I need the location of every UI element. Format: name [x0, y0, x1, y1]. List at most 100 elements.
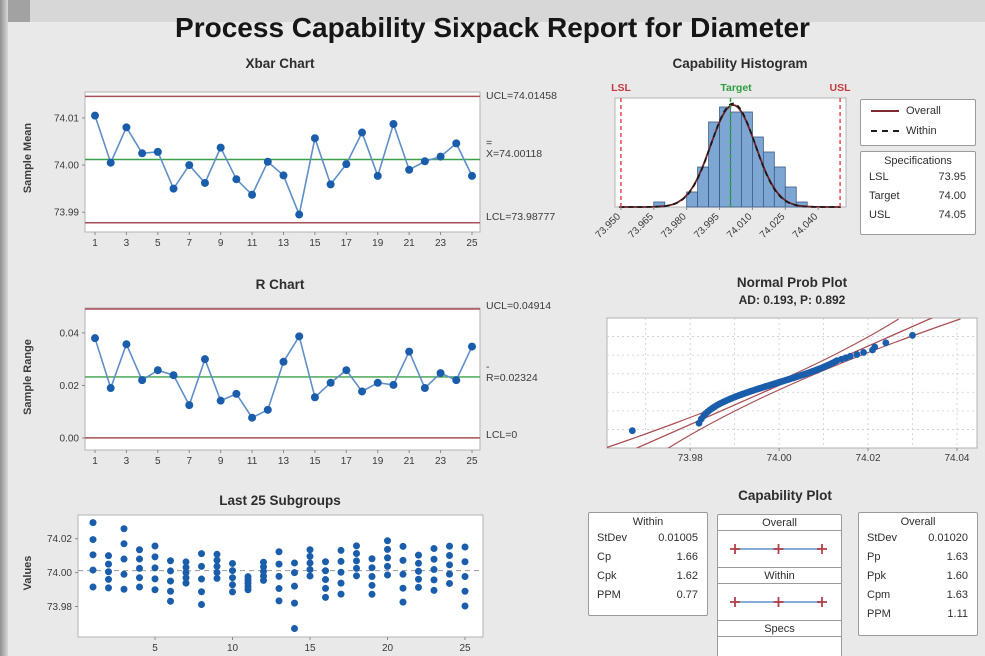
data-point: [232, 175, 241, 184]
data-point: [389, 120, 398, 129]
interval-within-plot: [718, 584, 841, 621]
data-point: [461, 602, 469, 610]
tick-label: 73.965: [627, 211, 657, 241]
data-point: [279, 171, 288, 180]
overall-ppm-value: 1.11: [947, 608, 968, 620]
r-chart-title: R Chart: [255, 277, 305, 292]
data-point: [167, 577, 174, 585]
within-cp-label: Cp: [597, 551, 612, 563]
tick-label: 5: [155, 456, 161, 467]
interval-within-header: Within: [718, 568, 841, 584]
data-point: [151, 586, 159, 594]
specifications-box: Specifications LSL 73.95 Target 74.00 US…: [860, 151, 976, 235]
data-point: [198, 575, 205, 583]
tick-label: 25: [466, 238, 478, 249]
tick-label: 21: [404, 238, 416, 249]
overall-stdev-row: StDev 0.01020: [859, 529, 977, 548]
legend-overall-row: Overall: [861, 100, 975, 120]
overall-pp-value: 1.63: [946, 551, 968, 563]
within-cp-value: 1.66: [676, 551, 698, 563]
data-point: [436, 152, 445, 161]
overall-cpm-row: Cpm 1.63: [859, 586, 977, 605]
data-point: [368, 555, 376, 563]
data-point: [420, 157, 429, 166]
data-point: [446, 551, 453, 559]
within-stdev-row: StDev 0.01005: [589, 529, 707, 548]
window-left-edge: [0, 0, 8, 656]
data-point: [909, 331, 916, 339]
data-point: [415, 567, 422, 575]
data-point: [326, 180, 335, 189]
data-point: [106, 158, 115, 167]
data-point: [358, 128, 367, 137]
data-point: [337, 579, 345, 587]
data-point: [430, 545, 438, 553]
probplot-title: Normal Prob Plot: [736, 275, 848, 290]
histogram-legend: Overall Within: [860, 99, 976, 146]
data-point: [384, 562, 391, 570]
confidence-band: [667, 318, 961, 448]
tick-label: 74.025: [758, 211, 788, 241]
spec-row-target: Target 74.00: [861, 187, 975, 206]
spec-target-value: 74.00: [938, 190, 966, 202]
data-point: [105, 584, 112, 592]
data-point: [415, 551, 422, 559]
data-point: [291, 599, 298, 607]
data-point: [415, 559, 422, 567]
overall-interval-svg: [730, 544, 827, 554]
data-point: [405, 165, 414, 174]
tick-label: 19: [372, 456, 384, 467]
r-chart-svg: 0.000.020.041 3 5 7 9 11 13 15 17 19 21 23 25: [60, 307, 481, 467]
interval-overall-header: Overall: [718, 515, 841, 531]
data-point: [136, 583, 143, 591]
data-point: [105, 560, 112, 568]
data-point: [120, 525, 128, 533]
tick-label: 25: [466, 456, 478, 467]
data-point: [120, 540, 128, 548]
data-point: [151, 564, 159, 572]
data-point: [322, 584, 329, 592]
tick-label: 74.010: [725, 211, 755, 241]
data-point: [405, 347, 414, 356]
data-point: [853, 351, 861, 358]
data-point: [436, 369, 445, 378]
data-point: [461, 587, 469, 595]
within-stats-box: Within StDev 0.01005 Cp 1.66 Cpk 1.62 PP…: [588, 512, 708, 616]
overall-cpm-value: 1.63: [946, 589, 968, 601]
data-point: [368, 573, 376, 581]
interval-plot-box: Overall Within Specs: [717, 514, 842, 656]
within-line-swatch: [871, 130, 899, 132]
data-point: [384, 545, 391, 553]
data-point: [342, 160, 351, 169]
within-cpk-row: Cpk 1.62: [589, 567, 707, 586]
data-point: [105, 568, 112, 576]
data-point: [291, 559, 298, 567]
data-point: [182, 563, 190, 571]
data-point: [120, 570, 128, 578]
data-point: [353, 572, 360, 580]
histogram-bar: [741, 111, 753, 208]
tick-label: 74.00: [47, 568, 72, 579]
data-point: [860, 349, 867, 356]
data-point: [213, 574, 221, 582]
data-point: [136, 564, 143, 572]
overall-cpm-label: Cpm: [867, 589, 891, 601]
data-point: [326, 378, 335, 387]
data-point: [200, 178, 209, 187]
spec-target-label: Target: [869, 190, 900, 202]
data-point: [169, 371, 178, 380]
tick-label: 74.02: [47, 534, 72, 545]
within-ppm-label: PPM: [597, 589, 621, 601]
data-point: [628, 427, 636, 435]
data-point: [430, 555, 438, 563]
data-point: [846, 352, 854, 360]
tick-label: 73.99: [54, 208, 79, 219]
data-point: [153, 147, 162, 156]
data-point: [389, 380, 398, 389]
data-point: [353, 549, 360, 557]
window-top-edge: [0, 0, 985, 22]
xbar-chart-title: Xbar Chart: [245, 56, 315, 71]
data-point: [136, 546, 143, 554]
data-point: [306, 546, 314, 554]
tick-label: 19: [372, 238, 384, 249]
